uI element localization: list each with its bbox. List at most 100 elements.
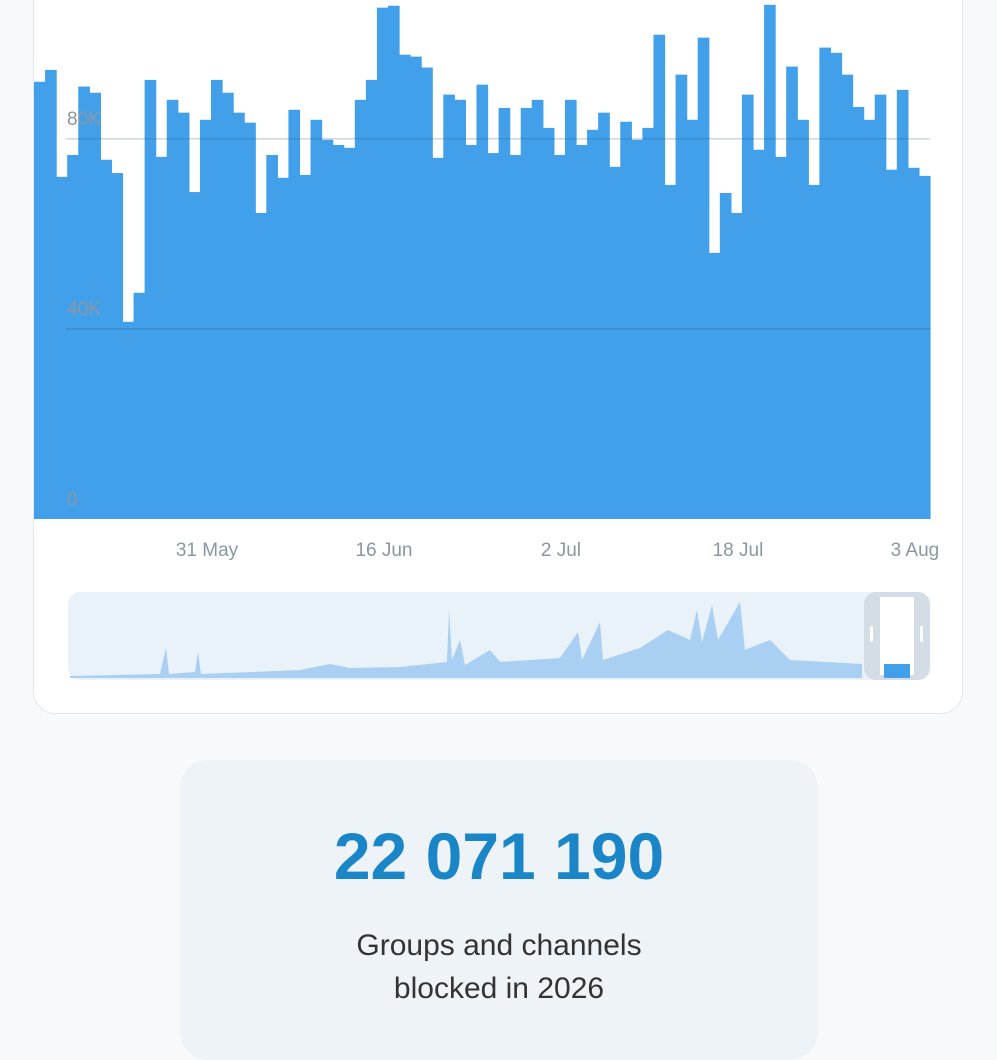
bar bbox=[188, 192, 201, 519]
bar bbox=[399, 54, 411, 519]
bar bbox=[741, 94, 754, 520]
navigator-area bbox=[70, 602, 862, 678]
navigator-selected bbox=[884, 664, 910, 678]
bar bbox=[520, 107, 533, 519]
bar bbox=[210, 79, 223, 520]
bar bbox=[421, 67, 433, 520]
x-tick-label: 31 May bbox=[176, 540, 239, 561]
navigator-window[interactable] bbox=[880, 597, 914, 675]
bar bbox=[443, 94, 455, 520]
bar bbox=[719, 192, 732, 519]
bar bbox=[410, 56, 422, 519]
bar bbox=[166, 99, 179, 519]
bar bbox=[78, 86, 90, 519]
bar bbox=[852, 106, 865, 520]
y-tick-label: 80K bbox=[67, 109, 101, 130]
stat-caption: Groups and channels bbox=[356, 929, 642, 962]
bar bbox=[642, 127, 655, 520]
bar bbox=[233, 112, 245, 520]
bar bbox=[89, 92, 101, 519]
bar bbox=[553, 154, 566, 520]
bar bbox=[310, 119, 323, 519]
bar bbox=[454, 99, 467, 519]
bar bbox=[155, 156, 168, 519]
chart: 31 May 16 Jun 2 Jul 18 Jul 3 Aug 0 40K 80K bbox=[34, 4, 940, 680]
bar bbox=[653, 34, 666, 520]
x-tick-label: 16 Jun bbox=[355, 540, 412, 561]
bar bbox=[697, 37, 710, 520]
bar bbox=[299, 174, 312, 519]
bar bbox=[321, 139, 334, 519]
bar bbox=[67, 154, 79, 520]
x-tick-label: 18 Jul bbox=[713, 540, 764, 561]
bar bbox=[45, 69, 57, 519]
navigator bbox=[68, 592, 930, 680]
bar bbox=[730, 212, 743, 519]
bar bbox=[476, 84, 489, 519]
bar bbox=[708, 252, 721, 519]
bar bbox=[122, 321, 135, 519]
bar bbox=[266, 154, 278, 520]
bar bbox=[775, 156, 787, 519]
bar bbox=[764, 4, 776, 520]
bar bbox=[675, 74, 688, 519]
x-tick-label: 3 Aug bbox=[891, 540, 940, 561]
stat-card: 22 071 190 Groups and channels blocked i… bbox=[180, 760, 818, 1060]
bar bbox=[808, 184, 820, 519]
bar bbox=[354, 99, 367, 519]
y-tick-label: 40K bbox=[67, 299, 101, 320]
bar bbox=[907, 167, 920, 519]
bar bbox=[244, 122, 256, 519]
bar bbox=[753, 149, 765, 519]
bar bbox=[797, 119, 809, 519]
bar bbox=[874, 94, 887, 520]
bar bbox=[222, 92, 234, 519]
bar bbox=[786, 66, 798, 519]
bar bbox=[830, 52, 843, 520]
bar bbox=[144, 79, 157, 520]
bar bbox=[620, 121, 632, 520]
bar bbox=[365, 79, 378, 520]
bar bbox=[277, 177, 290, 519]
bar bbox=[465, 144, 478, 519]
bar bbox=[918, 175, 931, 519]
bar bbox=[100, 159, 113, 519]
bar bbox=[56, 176, 68, 519]
bar bbox=[587, 129, 599, 519]
bar bbox=[498, 107, 511, 519]
bar bbox=[542, 127, 555, 520]
bar bbox=[111, 173, 124, 519]
page: {"chart_data": {"type": "bar", "categori… bbox=[33, 0, 963, 1005]
bar bbox=[686, 119, 699, 519]
bar bbox=[133, 292, 146, 519]
bar bbox=[487, 153, 500, 519]
stat-value: 22 071 190 bbox=[333, 819, 665, 893]
bar bbox=[199, 119, 212, 519]
bar bbox=[819, 47, 832, 519]
y-tick-label: 0 bbox=[67, 489, 78, 510]
bar bbox=[841, 74, 854, 519]
bar bbox=[598, 112, 610, 520]
bar bbox=[343, 147, 356, 519]
bar bbox=[863, 119, 876, 519]
bar bbox=[255, 212, 267, 519]
bar bbox=[631, 139, 643, 519]
bar bbox=[432, 157, 444, 519]
bar bbox=[576, 144, 588, 519]
bar bbox=[288, 109, 301, 520]
bar bbox=[609, 166, 621, 519]
bar bbox=[564, 99, 577, 519]
bar bbox=[885, 169, 898, 519]
stat-caption: blocked in 2026 bbox=[393, 972, 605, 1005]
bar bbox=[664, 184, 677, 519]
handle-grip bbox=[920, 626, 923, 642]
bar bbox=[896, 89, 909, 519]
bar bbox=[531, 99, 544, 519]
bar bbox=[387, 5, 400, 519]
handle-grip bbox=[870, 626, 873, 642]
bar bbox=[332, 144, 345, 519]
bar bbox=[509, 154, 522, 520]
bar bbox=[34, 81, 46, 519]
bar bbox=[177, 112, 190, 520]
x-tick-label: 2 Jul bbox=[541, 540, 581, 561]
